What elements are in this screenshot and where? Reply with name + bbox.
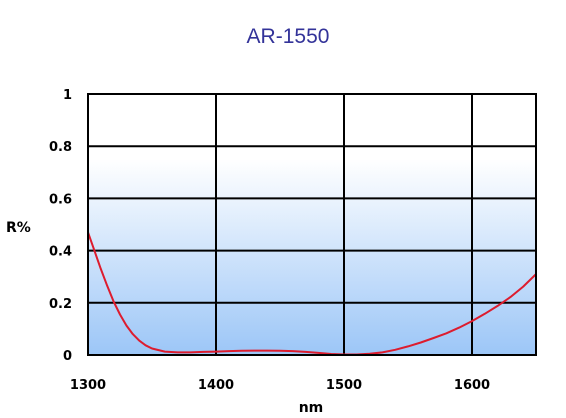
x-tick-label: 1600	[454, 378, 490, 393]
y-tick-label: 1	[63, 88, 72, 103]
y-tick-label: 0.2	[49, 297, 72, 312]
plot-area	[88, 94, 536, 355]
x-tick-label: 1300	[70, 378, 106, 393]
y-tick-labels: 0 0.2 0.4 0.6 0.8 1	[49, 88, 72, 364]
x-tick-labels: 1300 1400 1500 1600	[70, 378, 490, 393]
plot-border	[87, 93, 537, 356]
x-axis-label: nm	[299, 400, 324, 416]
y-tick-label: 0.4	[49, 245, 72, 260]
x-tick-label: 1400	[198, 378, 234, 393]
series-lines	[87, 231, 537, 356]
x-tick-label: 1500	[326, 378, 362, 393]
y-tick-label: 0.8	[49, 140, 72, 155]
y-tick-label: 0.6	[49, 192, 72, 207]
y-axis-label: R%	[6, 220, 31, 236]
chart-title: AR-1550	[247, 25, 330, 48]
reflectance-series-line	[87, 231, 537, 356]
y-tick-label: 0	[63, 349, 72, 364]
